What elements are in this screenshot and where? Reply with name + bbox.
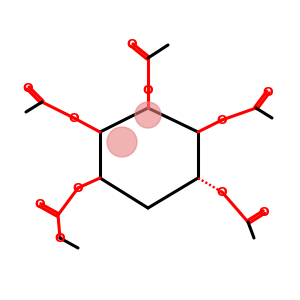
Text: O: O bbox=[55, 232, 65, 244]
Text: O: O bbox=[127, 38, 137, 52]
Circle shape bbox=[135, 102, 161, 128]
Text: O: O bbox=[143, 83, 153, 97]
Text: O: O bbox=[259, 206, 269, 218]
Text: O: O bbox=[69, 112, 79, 124]
Text: O: O bbox=[263, 85, 273, 98]
Text: O: O bbox=[35, 199, 45, 212]
Text: O: O bbox=[23, 82, 33, 94]
Text: O: O bbox=[217, 113, 227, 127]
Circle shape bbox=[107, 127, 137, 157]
Text: O: O bbox=[73, 182, 83, 194]
Text: O: O bbox=[217, 185, 227, 199]
